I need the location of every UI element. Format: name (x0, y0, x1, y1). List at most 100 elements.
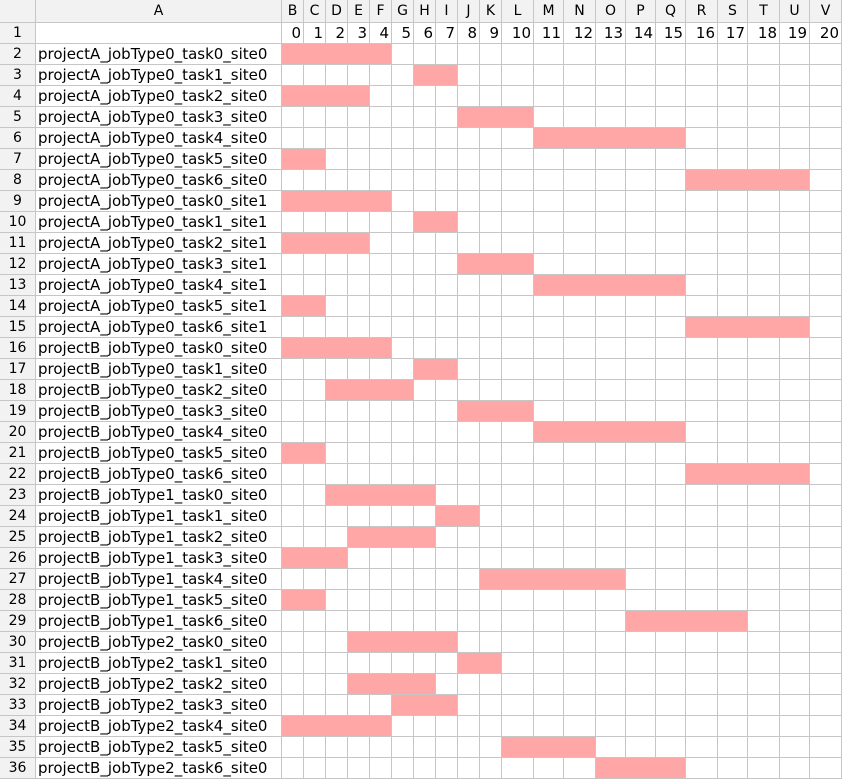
grid-cell[interactable] (686, 338, 718, 359)
grid-cell[interactable] (480, 275, 502, 296)
grid-cell[interactable] (748, 422, 780, 443)
grid-cell[interactable] (748, 107, 780, 128)
grid-cell[interactable] (370, 170, 392, 191)
grid-cell[interactable] (392, 716, 414, 737)
grid-cell[interactable] (748, 149, 780, 170)
grid-cell[interactable] (392, 653, 414, 674)
grid-cell[interactable] (480, 212, 502, 233)
grid-cell[interactable] (414, 611, 436, 632)
grid-cell[interactable] (656, 716, 686, 737)
column-header-e[interactable]: E (348, 0, 370, 23)
grid-cell[interactable] (480, 170, 502, 191)
grid-cell[interactable] (748, 191, 780, 212)
grid-cell[interactable] (458, 191, 480, 212)
grid-cell[interactable] (458, 170, 480, 191)
grid-cell[interactable] (718, 254, 748, 275)
grid-cell[interactable] (626, 506, 656, 527)
grid-cell[interactable] (780, 107, 810, 128)
grid-cell[interactable] (780, 296, 810, 317)
grid-cell[interactable] (626, 149, 656, 170)
grid-cell[interactable] (304, 611, 326, 632)
grid-cell[interactable] (656, 674, 686, 695)
grid-cell[interactable] (326, 170, 348, 191)
grid-cell[interactable] (480, 233, 502, 254)
grid-cell[interactable] (392, 758, 414, 779)
grid-cell[interactable] (748, 359, 780, 380)
task-label-cell[interactable]: projectB_jobType1_task6_site0 (36, 611, 282, 632)
grid-cell[interactable] (304, 758, 326, 779)
grid-cell[interactable] (414, 758, 436, 779)
grid-cell[interactable] (436, 422, 458, 443)
column-header-p[interactable]: P (626, 0, 656, 23)
grid-cell[interactable] (458, 44, 480, 65)
grid-cell[interactable] (626, 527, 656, 548)
grid-cell[interactable] (656, 44, 686, 65)
grid-cell[interactable] (502, 674, 534, 695)
grid-cell[interactable] (780, 149, 810, 170)
grid-cell[interactable] (810, 569, 842, 590)
row-header-29[interactable]: 29 (0, 611, 36, 632)
grid-cell[interactable] (480, 716, 502, 737)
schedule-bar[interactable] (282, 296, 325, 316)
grid-cell[interactable] (458, 317, 480, 338)
grid-cell[interactable] (458, 758, 480, 779)
grid-cell[interactable] (458, 233, 480, 254)
grid-cell[interactable] (564, 590, 596, 611)
grid-cell[interactable] (626, 380, 656, 401)
row-header-22[interactable]: 22 (0, 464, 36, 485)
column-header-t[interactable]: T (748, 0, 780, 23)
grid-cell[interactable] (304, 506, 326, 527)
grid-cell[interactable] (564, 674, 596, 695)
grid-cell[interactable] (810, 233, 842, 254)
row-header-30[interactable]: 30 (0, 632, 36, 653)
grid-cell[interactable] (534, 191, 564, 212)
grid-cell[interactable] (780, 359, 810, 380)
grid-cell[interactable] (534, 86, 564, 107)
schedule-bar[interactable] (326, 485, 435, 505)
column-header-c[interactable]: C (304, 0, 326, 23)
schedule-bar[interactable] (282, 716, 391, 736)
column-header-d[interactable]: D (326, 0, 348, 23)
grid-cell[interactable] (718, 380, 748, 401)
grid-cell[interactable] (480, 338, 502, 359)
grid-cell[interactable] (458, 128, 480, 149)
time-header-cell[interactable]: 10 (502, 23, 534, 44)
schedule-bar[interactable] (686, 170, 809, 190)
grid-cell[interactable] (326, 674, 348, 695)
grid-cell[interactable] (370, 65, 392, 86)
grid-cell[interactable] (748, 380, 780, 401)
schedule-bar[interactable] (414, 212, 457, 232)
grid-cell[interactable] (392, 212, 414, 233)
schedule-bar[interactable] (282, 44, 391, 64)
schedule-bar[interactable] (392, 695, 457, 715)
grid-cell[interactable] (502, 86, 534, 107)
grid-cell[interactable] (626, 296, 656, 317)
row-header-27[interactable]: 27 (0, 569, 36, 590)
grid-cell[interactable] (502, 611, 534, 632)
grid-cell[interactable] (304, 359, 326, 380)
grid-cell[interactable] (656, 86, 686, 107)
grid-cell[interactable] (326, 317, 348, 338)
grid-cell[interactable] (370, 212, 392, 233)
grid-cell[interactable] (414, 548, 436, 569)
grid-cell[interactable] (502, 485, 534, 506)
grid-cell[interactable] (348, 443, 370, 464)
grid-cell[interactable] (348, 569, 370, 590)
grid-cell[interactable] (480, 695, 502, 716)
grid-cell[interactable] (370, 590, 392, 611)
grid-cell[interactable] (502, 695, 534, 716)
grid-cell[interactable] (458, 674, 480, 695)
column-header-v[interactable]: V (810, 0, 842, 23)
grid-cell[interactable] (348, 65, 370, 86)
grid-cell[interactable] (436, 611, 458, 632)
grid-cell[interactable] (596, 674, 626, 695)
grid-cell[interactable] (282, 569, 304, 590)
grid-cell[interactable] (596, 149, 626, 170)
row-header-20[interactable]: 20 (0, 422, 36, 443)
grid-cell[interactable] (304, 485, 326, 506)
grid-cell[interactable] (626, 317, 656, 338)
grid-cell[interactable] (414, 338, 436, 359)
grid-cell[interactable] (534, 758, 564, 779)
grid-cell[interactable] (348, 254, 370, 275)
grid-cell[interactable] (596, 191, 626, 212)
